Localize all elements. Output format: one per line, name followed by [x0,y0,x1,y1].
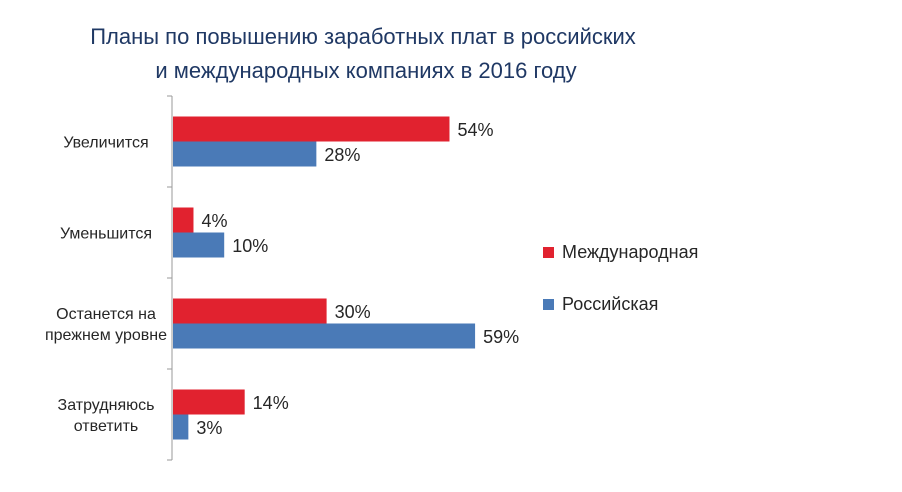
data-label: 4% [201,211,227,231]
category-label: Уменьшится [60,226,152,243]
bar-russian [173,141,317,167]
chart-title-line-1: Планы по повышению заработных плат в рос… [90,24,636,49]
category-label: Останется на [56,306,156,323]
category-label: прежнем уровне [45,327,167,344]
bar-international [173,116,450,142]
legend-label-russian: Российская [562,294,659,314]
bar-russian [173,323,476,349]
category-label: Затрудняюсь [58,397,155,414]
data-label: 3% [196,418,222,438]
category-label: Увеличится [63,135,148,152]
data-label: 14% [253,393,289,413]
bar-international [173,298,327,324]
chart-title-line-2: и международных компаниях в 2016 году [155,58,577,83]
bar-russian [173,232,225,258]
data-label: 10% [232,236,268,256]
category-label: ответить [74,418,139,435]
data-label: 28% [324,145,360,165]
legend-item-international: Международная [543,242,698,263]
legend-item-russian: Российская [543,294,658,315]
data-label: 54% [457,120,493,140]
data-label: 30% [335,302,371,322]
bar-russian [173,414,189,440]
legend-swatch-russian [543,299,554,310]
data-label: 59% [483,327,519,347]
bar-international [173,389,245,415]
chart-title: Планы по повышению заработных плат в рос… [0,20,720,88]
legend-label-international: Международная [562,242,699,262]
legend-swatch-international [543,247,554,258]
bar-international [173,207,194,233]
